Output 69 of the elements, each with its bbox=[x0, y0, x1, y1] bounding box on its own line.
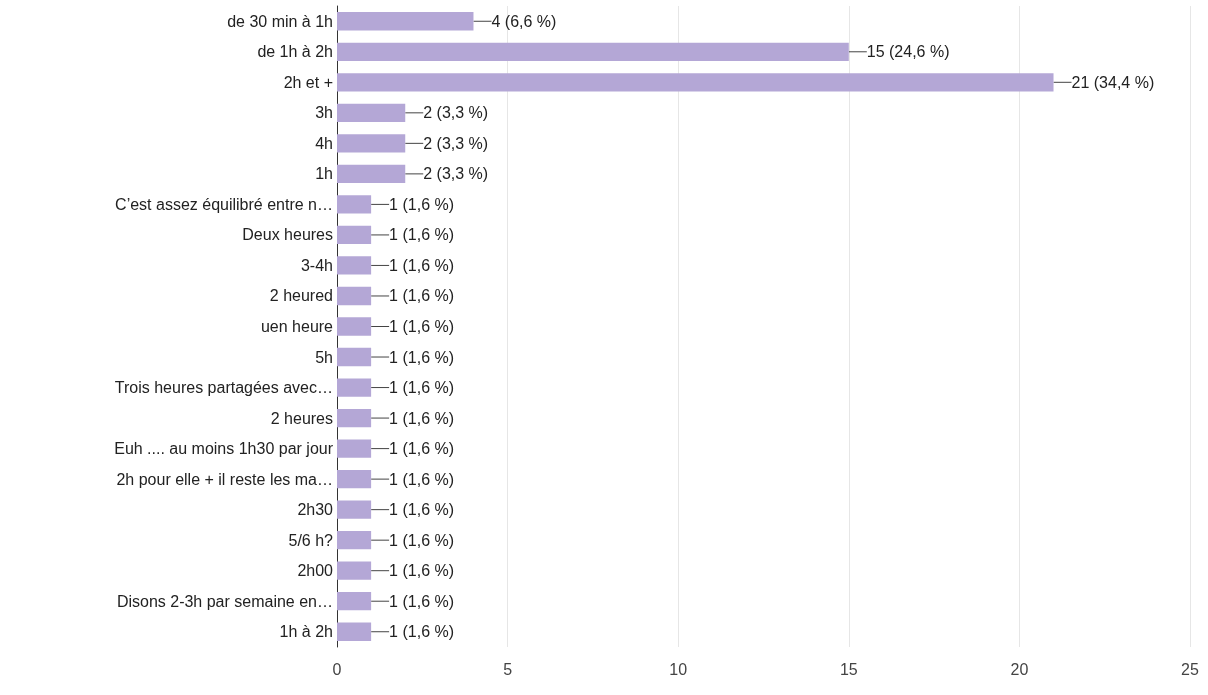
y-tick-label: Disons 2-3h par semaine en… bbox=[116, 592, 333, 610]
data-label: 1 (1,6 %) bbox=[389, 623, 455, 641]
y-tick-label: de 1h à 2h bbox=[257, 43, 333, 61]
data-label: 1 (1,6 %) bbox=[389, 226, 455, 244]
data-label: 1 (1,6 %) bbox=[389, 379, 455, 397]
bar bbox=[337, 347, 372, 367]
bar bbox=[337, 73, 1054, 92]
data-label: 1 (1,6 %) bbox=[389, 318, 455, 335]
y-tick-label: 5h bbox=[315, 348, 333, 366]
y-tick-label: 4h bbox=[315, 134, 333, 152]
x-tick-label: 25 bbox=[1181, 660, 1199, 678]
bar bbox=[337, 103, 406, 122]
y-tick-label: de 30 min à 1h bbox=[227, 12, 333, 30]
data-label: 4 (6,6 %) bbox=[491, 12, 557, 30]
x-tick-label: 5 bbox=[503, 660, 513, 678]
data-label: 15 (24,6 %) bbox=[866, 43, 950, 61]
bar bbox=[337, 561, 372, 580]
bar bbox=[337, 592, 372, 611]
bar bbox=[337, 531, 372, 550]
y-tick-label: 3h bbox=[315, 104, 333, 122]
data-label: 2 (3,3 %) bbox=[423, 134, 489, 152]
data-label: 2 (3,3 %) bbox=[423, 104, 489, 122]
bar bbox=[337, 408, 372, 428]
data-label: 1 (1,6 %) bbox=[389, 470, 455, 488]
bar bbox=[337, 286, 372, 306]
bar bbox=[337, 225, 372, 245]
y-tick-label: Euh .... au moins 1h30 par jour bbox=[114, 440, 334, 458]
y-tick-label: 2h pour elle + il reste les ma… bbox=[116, 470, 333, 488]
x-tick-label: 10 bbox=[669, 660, 688, 678]
bar bbox=[337, 378, 372, 397]
y-tick-label: Trois heures partagées avec… bbox=[114, 379, 333, 397]
data-label: 1 (1,6 %) bbox=[389, 440, 455, 458]
data-label: 1 (1,6 %) bbox=[389, 592, 455, 610]
data-label: 1 (1,6 %) bbox=[389, 348, 455, 366]
data-label: 1 (1,6 %) bbox=[389, 562, 455, 580]
bar bbox=[337, 164, 406, 184]
y-tick-label: uen heure bbox=[260, 318, 334, 335]
y-tick-label: 2h et + bbox=[283, 73, 333, 91]
data-label: 1 (1,6 %) bbox=[389, 287, 455, 305]
y-tick-label: 3-4h bbox=[300, 256, 333, 274]
bar bbox=[337, 256, 372, 275]
bar bbox=[337, 622, 372, 641]
x-tick-label: 15 bbox=[839, 660, 858, 678]
data-label: 1 (1,6 %) bbox=[389, 256, 455, 274]
data-label: 21 (34,4 %) bbox=[1071, 73, 1155, 91]
y-tick-label: 1h à 2h bbox=[279, 623, 333, 641]
data-label: 1 (1,6 %) bbox=[389, 501, 455, 519]
y-tick-label: Deux heures bbox=[242, 226, 333, 244]
bar bbox=[337, 42, 849, 61]
y-tick-label: C’est assez équilibré entre n… bbox=[115, 195, 333, 213]
data-label: 1 (1,6 %) bbox=[389, 195, 455, 213]
bar bbox=[337, 195, 372, 214]
x-tick-label: 20 bbox=[1010, 660, 1029, 678]
bar bbox=[337, 500, 372, 519]
bar bbox=[337, 12, 474, 31]
bar bbox=[337, 317, 372, 336]
y-tick-label: 2h00 bbox=[297, 562, 334, 580]
y-tick-label: 2 heures bbox=[270, 409, 333, 427]
data-label: 1 (1,6 %) bbox=[389, 531, 455, 549]
bar bbox=[337, 134, 406, 153]
bar bbox=[337, 439, 372, 458]
data-label: 1 (1,6 %) bbox=[389, 409, 455, 427]
y-tick-label: 2 heured bbox=[269, 287, 333, 305]
y-tick-label: 2h30 bbox=[297, 501, 334, 519]
bar bbox=[337, 469, 372, 489]
data-label: 2 (3,3 %) bbox=[423, 165, 489, 183]
y-tick-label: 5/6 h? bbox=[288, 531, 334, 549]
x-tick-label: 0 bbox=[332, 660, 342, 678]
y-tick-label: 1h bbox=[315, 165, 333, 183]
